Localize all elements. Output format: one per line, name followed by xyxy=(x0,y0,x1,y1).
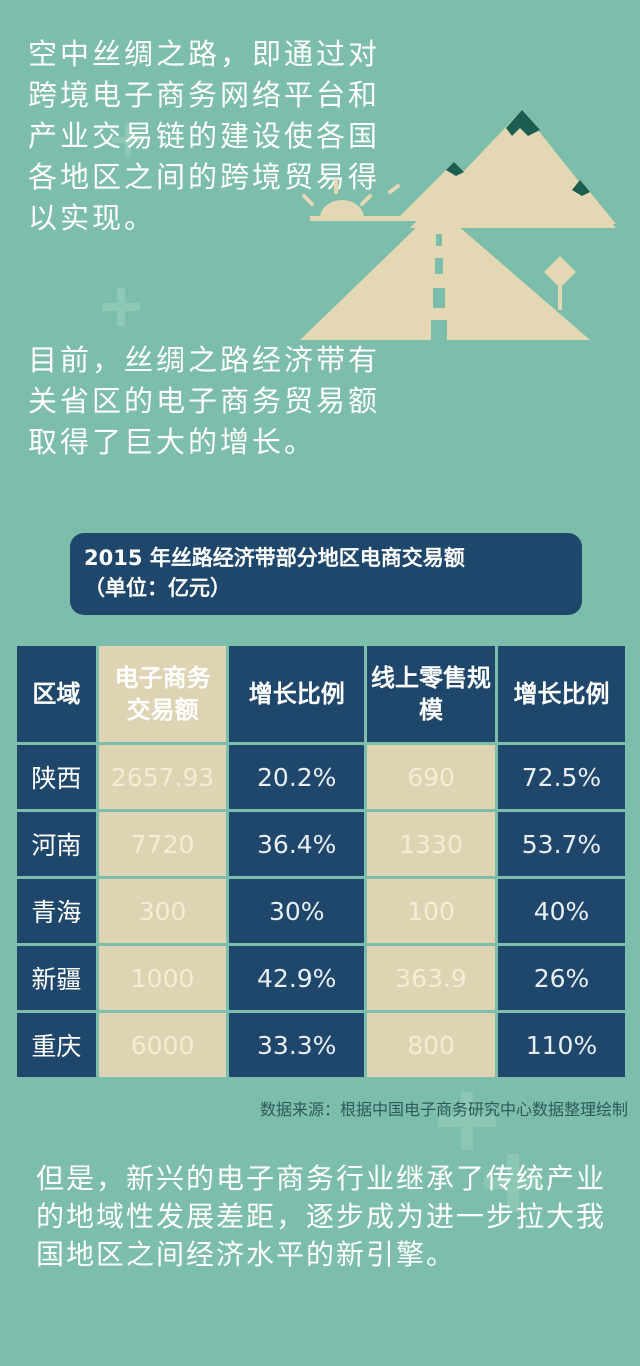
table-row: 重庆 6000 33.3% 800 110% xyxy=(17,1013,625,1077)
plus-icon xyxy=(102,288,140,326)
table-row: 陕西 2657.93 20.2% 690 72.5% xyxy=(17,745,625,809)
column-header: 增长比例 xyxy=(229,646,365,742)
retail-growth-cell: 53.7% xyxy=(497,812,625,876)
data-table: 区域 电子商务交易额 增长比例 线上零售规模 增长比例 陕西 2657.93 2… xyxy=(14,643,628,1080)
ecommerce-volume-cell: 6000 xyxy=(98,1013,227,1077)
data-source-note: 数据来源：根据中国电子商务研究中心数据整理绘制 xyxy=(259,1100,628,1119)
growth-rate-cell: 36.4% xyxy=(229,812,365,876)
region-cell: 陕西 xyxy=(17,745,96,809)
table-row: 新疆 1000 42.9% 363.9 26% xyxy=(17,946,625,1010)
online-retail-cell: 363.9 xyxy=(367,946,495,1010)
region-cell: 河南 xyxy=(17,812,96,876)
retail-growth-cell: 110% xyxy=(497,1013,625,1077)
retail-growth-cell: 40% xyxy=(497,879,625,943)
ecommerce-volume-cell: 300 xyxy=(98,879,227,943)
plus-icon xyxy=(438,1092,496,1150)
retail-growth-cell: 72.5% xyxy=(497,745,625,809)
table-row: 河南 7720 36.4% 1330 53.7% xyxy=(17,812,625,876)
chart-title: 2015 年丝路经济带部分地区电商交易额 xyxy=(84,546,465,570)
closing-paragraph: 但是，新兴的电子商务行业继承了传统产业的地域性发展差距，逐步成为进一步拉大我国地… xyxy=(36,1162,607,1271)
growth-rate-cell: 42.9% xyxy=(229,946,365,1010)
ecommerce-volume-cell: 1000 xyxy=(98,946,227,1010)
column-header: 增长比例 xyxy=(497,646,625,742)
column-header-label: 线上零售规模 xyxy=(371,664,492,724)
online-retail-cell: 800 xyxy=(367,1013,495,1077)
column-header: 电子商务交易额 xyxy=(98,646,227,742)
intro-paragraph-1: 空中丝绸之路，即通过对跨境电子商务网络平台和产业交易链的建设使各国各地区之间的跨… xyxy=(28,37,381,235)
plus-icon xyxy=(112,124,144,156)
table-header-row: 区域 电子商务交易额 增长比例 线上零售规模 增长比例 xyxy=(17,646,625,742)
growth-rate-cell: 20.2% xyxy=(229,745,365,809)
retail-growth-cell: 26% xyxy=(497,946,625,1010)
online-retail-cell: 1330 xyxy=(367,812,495,876)
region-cell: 新疆 xyxy=(17,946,96,1010)
table-row: 青海 300 30% 100 40% xyxy=(17,879,625,943)
region-cell: 重庆 xyxy=(17,1013,96,1077)
ecommerce-volume-cell: 7720 xyxy=(98,812,227,876)
online-retail-cell: 100 xyxy=(367,879,495,943)
online-retail-cell: 690 xyxy=(367,745,495,809)
column-header: 线上零售规模 xyxy=(367,646,495,742)
growth-rate-cell: 33.3% xyxy=(229,1013,365,1077)
ecommerce-volume-cell: 2657.93 xyxy=(98,745,227,809)
column-header: 区域 xyxy=(17,646,96,742)
chart-unit: （单位：亿元） xyxy=(84,576,231,600)
growth-rate-cell: 30% xyxy=(229,879,365,943)
region-cell: 青海 xyxy=(17,879,96,943)
mountain-road-illustration xyxy=(300,110,616,340)
plus-icon xyxy=(484,1154,542,1212)
column-header-label: 电子商务交易额 xyxy=(114,664,211,724)
chart-title-box: 2015 年丝路经济带部分地区电商交易额 （单位：亿元） xyxy=(70,533,582,615)
intro-paragraph-2: 目前，丝绸之路经济带有关省区的电子商务贸易额取得了巨大的增长。 xyxy=(28,343,381,459)
